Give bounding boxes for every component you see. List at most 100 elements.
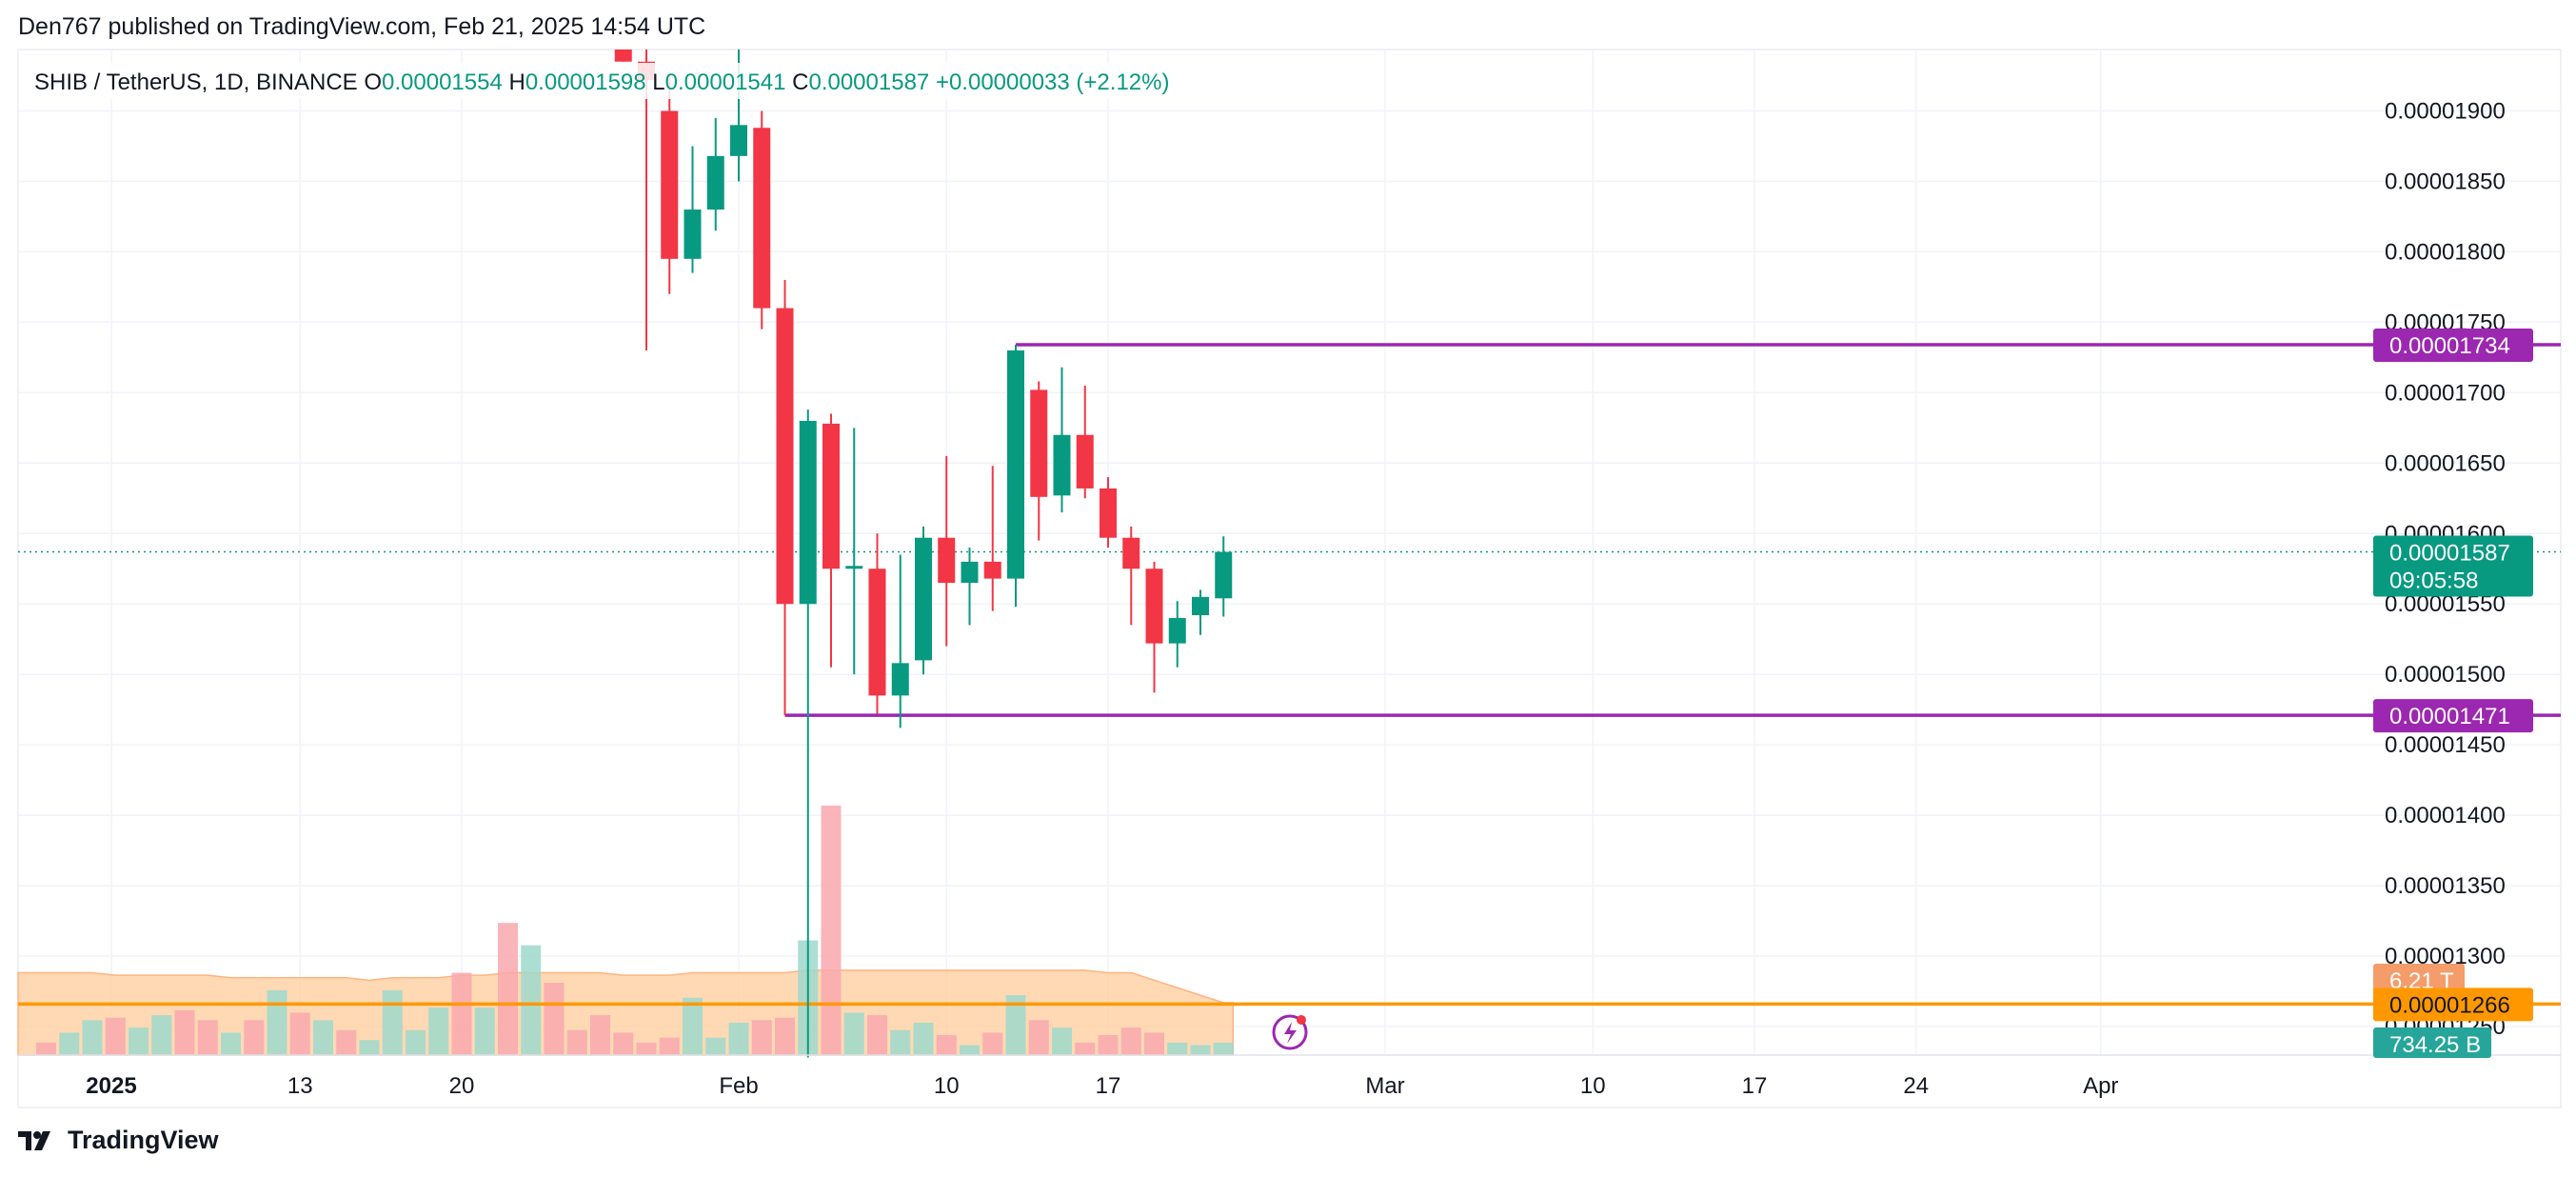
volume-bar [1167,1042,1188,1055]
price-tick-label: 0.00001650 [2385,450,2506,476]
candle-body [938,537,956,584]
volume-bar [659,1037,680,1055]
volume-bar [843,1012,864,1055]
candle-body [1100,488,1117,538]
time-tick-label: 2025 [86,1073,136,1099]
current-price-badge-text: 09:05:58 [2389,568,2478,593]
price-tick-label: 0.00001800 [2385,239,2506,265]
candle-body [1192,596,1209,616]
volume-bar [890,1029,911,1055]
tradingview-brand: TradingView [68,1126,219,1154]
legend-h-label: H [508,70,525,95]
volume-bar [1005,995,1026,1055]
volume-bar [1098,1035,1119,1055]
volume-bar [82,1020,103,1055]
tradingview-logo[interactable]: TradingView [18,1126,219,1155]
candle-body [776,308,794,605]
ma-price-badge: 0.00001266 [2373,987,2533,1022]
volume-bar [59,1032,80,1055]
candle-body [614,50,632,62]
volume-bar [867,1015,887,1055]
volume-bar [1213,1042,1234,1055]
legend-o-value: 0.00001554 [382,70,508,95]
volume-bar [289,1012,310,1055]
volume-bar [1120,1027,1141,1055]
price-tick-label: 0.00001850 [2385,169,2506,194]
volume-bar [451,972,472,1055]
volume-bar [197,1020,218,1055]
candle-body [706,155,724,210]
time-tick-label: Apr [2083,1073,2118,1099]
price-tick-label: 0.00001450 [2385,732,2506,758]
chart-grid [17,49,2562,1108]
volume-bar [1028,1020,1049,1055]
volume-bar [406,1029,426,1055]
level-lines [18,343,2561,1007]
legend-h-value: 0.00001598 [525,70,652,95]
candle-body [845,566,863,569]
current-price-badge-text: 0.00001587 [2389,540,2510,566]
tradingview-logo-icon [18,1130,50,1150]
time-tick-label: 24 [1903,1073,1929,1099]
candle-body [1007,349,1024,579]
volume-bar [982,1032,1003,1055]
candle-body [868,569,886,696]
volume-bar [683,997,703,1055]
ma-price-badge-bg [2373,987,2533,1022]
volume-bar [36,1042,56,1055]
volume-bar [636,1042,657,1055]
candles [614,50,1233,1058]
volume-bar [775,1017,795,1055]
volume-bar [474,1007,495,1055]
volume-badge-bg [2373,1027,2491,1058]
volume-bar [336,1029,357,1055]
volume-badge-text: 734.25 B [2389,1032,2481,1058]
volume-bar [544,983,565,1055]
volume-bar [936,1035,957,1055]
ma-price-badge-text: 0.00001266 [2389,992,2510,1018]
candle-body [753,128,771,309]
candle-body [1168,618,1186,644]
volume-bar [1144,1032,1164,1055]
time-tick-label: Mar [1365,1073,1404,1099]
low-level-badge: 0.00001471 [2373,699,2533,733]
volume-bar [751,1020,772,1055]
volume-bar [382,989,403,1055]
legend-change: +0.00000033 (+2.12%) [936,70,1170,95]
candle-body [983,561,1001,579]
current-price-badge-bg [2373,535,2533,597]
volume-bar [498,923,518,1055]
volume-bar [313,1020,333,1055]
time-tick-label: 20 [449,1073,475,1099]
volume-bar [151,1015,172,1055]
candle-body [1145,569,1163,644]
time-tick-label: 10 [1580,1073,1606,1099]
volume-bar [613,1032,634,1055]
candle-body [661,110,679,259]
price-tick-label: 0.00001700 [2385,380,2506,406]
volume-bar [244,1020,265,1055]
time-tick-label: 10 [934,1073,960,1099]
legend-c-label: C [792,70,808,95]
legend-o-label: O [364,70,382,95]
chart-frame [17,49,2562,1108]
high-level-badge: 0.00001734 [2373,329,2533,363]
price-tick-label: 0.00001350 [2385,873,2506,899]
volume-bar [728,1022,749,1055]
volume-bar [267,989,287,1055]
volume-bar [174,1009,195,1055]
live-dot-icon [1297,1015,1306,1025]
volume-bar [705,1037,726,1055]
candle-body [799,420,817,605]
candle-body [1053,434,1071,496]
time-tick-label: 17 [1742,1073,1768,1099]
price-tick-label: 0.00001900 [2385,99,2506,125]
legend-c-value: 0.00001587 [808,70,935,95]
volume-bar [105,1017,126,1055]
volume-bar [129,1027,149,1055]
legend-text: SHIB / TetherUS, 1D, BINANCE O0.00001554… [34,70,1169,95]
axes: 0.000019000.000018500.000018000.00001750… [18,99,2561,1099]
price-badges: 0.000017340.000014710.0000158709:05:586.… [1272,329,2533,1058]
volume-bar [359,1040,380,1055]
